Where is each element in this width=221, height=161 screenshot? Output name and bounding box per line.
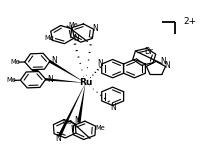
- Text: Me: Me: [11, 59, 21, 65]
- Polygon shape: [45, 78, 85, 83]
- Text: Br: Br: [144, 47, 153, 56]
- Text: N: N: [110, 103, 116, 112]
- Text: Me: Me: [6, 77, 16, 84]
- Text: N: N: [47, 75, 53, 84]
- Text: N: N: [73, 34, 79, 43]
- Text: N: N: [75, 116, 80, 125]
- Text: N: N: [97, 59, 103, 68]
- Polygon shape: [48, 60, 85, 83]
- Text: N: N: [165, 62, 170, 70]
- Text: N: N: [160, 57, 166, 66]
- Text: N: N: [55, 134, 61, 143]
- Text: Ru: Ru: [79, 78, 92, 87]
- Polygon shape: [77, 83, 85, 123]
- Text: Me: Me: [45, 35, 54, 41]
- Text: 2+: 2+: [183, 17, 196, 26]
- Text: Me: Me: [62, 119, 72, 125]
- Text: Me: Me: [96, 125, 105, 131]
- Text: Me: Me: [68, 22, 78, 28]
- Polygon shape: [57, 83, 85, 137]
- Text: N: N: [51, 56, 57, 65]
- Text: N: N: [92, 24, 98, 33]
